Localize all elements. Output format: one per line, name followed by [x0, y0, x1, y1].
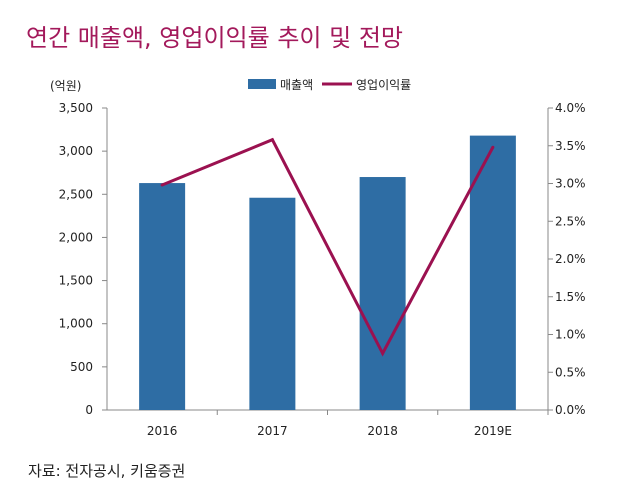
bar-2018 [359, 177, 406, 410]
chart-title: 연간 매출액, 영업이익률 추이 및 전망 [26, 24, 403, 52]
x-tick-label: 2016 [147, 424, 178, 438]
source-note: 자료: 전자공시, 키움증권 [28, 462, 186, 480]
right-tick-label: 2.5% [555, 214, 586, 228]
x-tick-label: 2018 [367, 424, 398, 438]
bar-2017 [249, 197, 296, 410]
legend-line-label: 영업이익률 [356, 78, 411, 92]
left-axis-unit: (억원) [50, 79, 81, 93]
chart: 0 500 1,000 1,500 2,000 2,500 3,000 3,500 0.0% 0.… [50, 78, 586, 438]
margin-point-2016 [160, 183, 164, 187]
left-tick-label: 3,000 [59, 144, 93, 158]
left-tick-label: 1,500 [59, 274, 93, 288]
margin-point-2019E [491, 145, 495, 149]
right-tick-label: 3.5% [555, 139, 586, 153]
x-tick-label: 2019E [474, 424, 512, 438]
bar-2019E [469, 135, 516, 410]
x-tick-label: 2017 [257, 424, 288, 438]
right-tick-label: 1.5% [555, 290, 586, 304]
right-tick-label: 0.0% [555, 403, 586, 417]
margin-point-2017 [270, 138, 274, 142]
margin-line [161, 137, 495, 357]
left-tick-label: 0 [85, 403, 93, 417]
left-tick-label: 2,000 [59, 230, 93, 244]
right-tick-label: 1.0% [555, 328, 586, 342]
legend-bar-label: 매출액 [280, 78, 313, 92]
left-tick-label: 1,000 [59, 317, 93, 331]
right-tick-label: 3.0% [555, 177, 586, 191]
right-tick-label: 4.0% [555, 101, 586, 115]
legend-bar-swatch [248, 79, 276, 89]
right-tick-label: 0.5% [555, 365, 586, 379]
bar-2016 [139, 183, 186, 410]
left-tick-label: 500 [70, 360, 93, 374]
left-tick-label: 2,500 [59, 187, 93, 201]
left-tick-label: 3,500 [59, 101, 93, 115]
right-tick-label: 2.0% [555, 252, 586, 266]
margin-point-2018 [381, 351, 385, 355]
